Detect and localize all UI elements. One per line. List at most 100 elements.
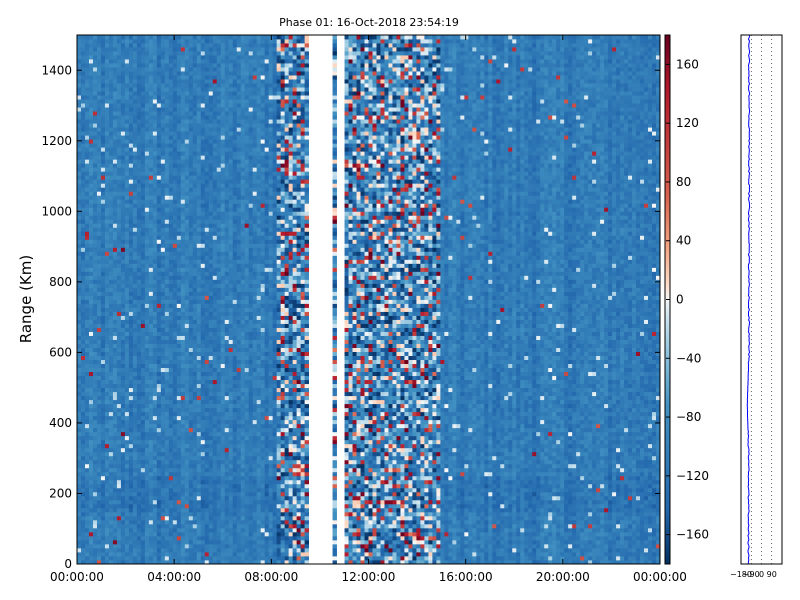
heatmap-cell: [92, 63, 98, 68]
heatmap-cell: [148, 491, 154, 497]
heatmap-cell: [184, 339, 190, 344]
heatmap-cell: [216, 211, 222, 216]
heatmap-cell: [144, 383, 150, 389]
heatmap-cell: [104, 463, 110, 469]
heatmap-cell: [100, 383, 106, 389]
heatmap-cell: [168, 427, 174, 433]
heatmap-cell: [144, 71, 150, 76]
heatmap-cell: [164, 267, 170, 272]
heatmap-cell: [224, 251, 230, 256]
heatmap-cell: [168, 59, 174, 64]
heatmap-cell: [96, 551, 102, 557]
heatmap-cell: [164, 199, 170, 204]
heatmap-cell: [152, 263, 158, 268]
heatmap-cell: [120, 495, 126, 501]
heatmap-cell: [204, 263, 210, 268]
heatmap-cell: [152, 415, 158, 421]
heatmap-cell: [140, 211, 146, 216]
heatmap-cell: [216, 47, 222, 52]
heatmap-cell: [136, 139, 142, 144]
heatmap-cell: [104, 351, 110, 357]
heatmap-cell: [200, 87, 206, 92]
heatmap-cell: [112, 507, 118, 513]
heatmap-cell: [216, 99, 222, 104]
heatmap-cell: [152, 107, 158, 112]
heatmap-cell: [148, 455, 154, 461]
heatmap-cell: [220, 167, 226, 172]
heatmap-cell: [164, 55, 170, 60]
heatmap-cell: [120, 499, 126, 505]
heatmap-cell: [220, 355, 226, 361]
heatmap-cell: [188, 191, 194, 196]
heatmap-cell: [220, 207, 226, 212]
heatmap-cell: [204, 371, 210, 377]
heatmap-cell: [184, 219, 190, 224]
heatmap-cell: [128, 211, 134, 216]
heatmap-cell: [120, 231, 126, 236]
heatmap-cell: [100, 267, 106, 272]
heatmap-cell: [116, 67, 122, 72]
heatmap-cell: [184, 443, 190, 449]
heatmap-cell: [208, 551, 214, 557]
heatmap-cell: [80, 87, 86, 92]
heatmap-cell: [160, 87, 166, 92]
heatmap-cell: [208, 59, 214, 64]
heatmap-cell: [204, 303, 210, 308]
heatmap-cell: [128, 283, 134, 288]
heatmap-cell: [200, 135, 206, 140]
heatmap-cell: [224, 551, 230, 557]
heatmap-cell: [216, 127, 222, 132]
heatmap-cell: [96, 139, 102, 144]
heatmap-cell: [176, 71, 182, 76]
heatmap-cell: [124, 135, 130, 140]
heatmap-cell: [100, 147, 106, 152]
heatmap-cell: [104, 67, 110, 72]
heatmap-cell: [96, 459, 102, 465]
heatmap-cell: [180, 363, 186, 369]
heatmap-cell: [120, 79, 126, 84]
heatmap-cell: [80, 59, 86, 64]
heatmap-cell: [200, 319, 206, 324]
heatmap-cell: [224, 275, 230, 280]
heatmap-cell: [188, 259, 194, 264]
heatmap-cell: [136, 123, 142, 128]
heatmap-cell: [96, 303, 102, 308]
heatmap-cell: [220, 503, 226, 509]
heatmap-cell: [80, 247, 86, 252]
heatmap-cell: [140, 307, 146, 312]
heatmap-cell: [92, 315, 98, 320]
heatmap-cell: [152, 163, 158, 168]
heatmap-cell: [176, 475, 182, 481]
heatmap-cell: [212, 255, 218, 260]
heatmap-cell: [120, 487, 126, 493]
heatmap-cell: [168, 399, 174, 405]
heatmap-cell: [92, 363, 98, 369]
heatmap-cell: [196, 51, 202, 56]
heatmap-cell: [188, 99, 194, 104]
heatmap-cell: [144, 147, 150, 152]
heatmap-cell: [128, 535, 134, 541]
heatmap-cell: [140, 119, 146, 124]
heatmap-cell: [192, 87, 198, 92]
heatmap-cell: [156, 359, 162, 365]
heatmap-cell: [104, 483, 110, 489]
heatmap-cell: [216, 167, 222, 172]
heatmap-cell: [212, 215, 218, 220]
heatmap-cell: [220, 179, 226, 184]
heatmap-cell: [224, 423, 230, 429]
heatmap-cell: [200, 439, 206, 445]
heatmap-cell: [96, 427, 102, 433]
heatmap-cell: [88, 223, 94, 228]
heatmap-cell: [176, 523, 182, 529]
heatmap-cell: [200, 519, 206, 525]
heatmap-cell: [196, 215, 202, 220]
heatmap-cell: [80, 459, 86, 465]
heatmap-cell: [136, 395, 142, 401]
heatmap-cell: [184, 471, 190, 477]
heatmap-cell: [144, 295, 150, 300]
heatmap-cell: [224, 351, 230, 357]
heatmap-cell: [92, 75, 98, 80]
heatmap-cell: [112, 375, 118, 381]
heatmap-cell: [160, 499, 166, 505]
heatmap-cell: [204, 259, 210, 264]
